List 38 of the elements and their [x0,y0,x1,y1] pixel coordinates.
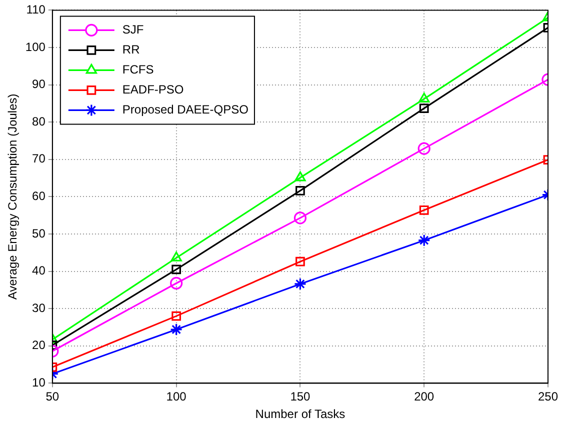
y-tick-label: 20 [32,338,46,352]
x-axis-title: Number of Tasks [255,407,346,422]
y-tick-label: 90 [32,77,46,92]
y-tick-label: 80 [32,114,46,128]
point [170,323,183,336]
legend-label: Proposed DAEE-QPSO [122,102,248,117]
x-tick-label: 250 [538,390,558,404]
point [419,104,429,113]
point [296,186,305,196]
x-tick-label: 50 [46,390,60,404]
point [170,276,183,290]
y-tick-label: 60 [32,189,46,204]
y-axis-title: Average Energy Consumption (Joules) [6,94,20,300]
point [172,264,182,274]
point [294,171,306,182]
legend-label: RR [122,42,140,57]
y-tick-label: 70 [32,152,46,166]
y-tick-label: 50 [32,226,46,240]
y-tick-label: 110 [26,2,46,17]
point [418,234,430,247]
x-tick-label: 100 [166,390,187,404]
point [296,256,305,266]
point [294,278,307,290]
legend-label: FCFS [122,62,154,77]
x-tick-label: 200 [414,390,434,404]
y-tick-label: 100 [25,40,46,54]
legend-label: EADF-PSO [122,82,184,97]
point [170,252,182,262]
point [419,205,429,215]
y-tick-label: 40 [32,264,46,278]
y-tick-label: 30 [32,300,46,315]
x-tick-label: 150 [290,390,311,404]
point [418,142,430,155]
y-tick-label: 10 [32,376,46,390]
point [294,212,307,224]
legend-label: SJF [122,22,144,37]
point [172,311,182,321]
point [418,92,430,103]
